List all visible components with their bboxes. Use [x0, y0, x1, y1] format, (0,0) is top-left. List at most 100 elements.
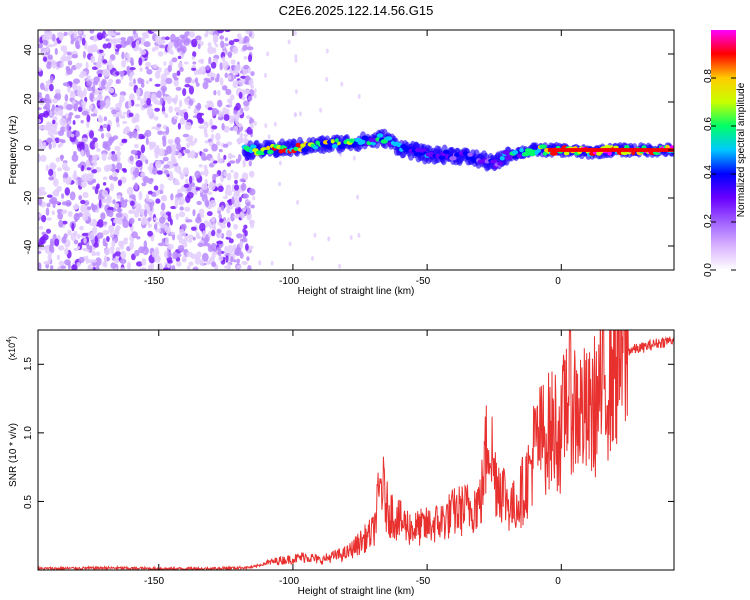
- noise-speckle: [109, 232, 114, 238]
- noise-speckle: [242, 159, 246, 168]
- noise-speckle: [170, 205, 177, 210]
- noise-speckle: [63, 233, 68, 240]
- noise-speckle: [118, 70, 125, 75]
- noise-speckle: [222, 195, 228, 200]
- noise-speckle: [93, 35, 98, 42]
- signal-blob: [295, 142, 301, 148]
- noise-speckle: [246, 201, 251, 207]
- noise-speckle: [117, 179, 122, 186]
- noise-speckle: [128, 217, 135, 225]
- noise-speckle: [155, 189, 160, 196]
- noise-speckle: [253, 88, 257, 94]
- noise-speckle: [212, 160, 218, 164]
- noise-speckle: [67, 229, 72, 236]
- noise-speckle: [221, 85, 228, 91]
- noise-speckle: [86, 80, 92, 87]
- noise-speckle: [73, 78, 80, 84]
- noise-speckle: [156, 90, 162, 99]
- noise-speckle: [92, 266, 96, 270]
- noise-speckle: [211, 143, 218, 152]
- noise-speckle: [101, 190, 109, 198]
- noise-speckle: [197, 242, 204, 248]
- noise-speckle: [188, 99, 194, 106]
- noise-speckle: [103, 116, 107, 122]
- noise-speckle: [124, 199, 128, 203]
- noise-speckle: [49, 162, 56, 171]
- noise-speckle: [108, 58, 112, 67]
- noise-speckle: [199, 222, 206, 232]
- noise-speckle: [134, 249, 140, 257]
- noise-speckle: [74, 138, 79, 145]
- noise-speckle: [86, 75, 91, 79]
- noise-speckle: [147, 217, 152, 222]
- noise-speckle: [223, 143, 229, 148]
- noise-speckle: [85, 159, 90, 167]
- noise-speckle: [154, 107, 161, 112]
- noise-speckle: [233, 125, 239, 132]
- noise-speckle: [64, 94, 69, 102]
- noise-speckle: [96, 183, 100, 190]
- colorbar-tick: 0.6: [703, 117, 714, 131]
- noise-speckle: [81, 110, 89, 116]
- noise-speckle: [95, 264, 100, 270]
- noise-speckle: [178, 99, 183, 108]
- noise-speckle: [226, 230, 232, 238]
- noise-speckle: [46, 217, 52, 221]
- noise-speckle: [133, 143, 139, 149]
- noise-speckle: [242, 89, 250, 95]
- noise-speckle: [164, 36, 170, 41]
- noise-speckle: [160, 202, 166, 211]
- noise-speckle: [235, 158, 240, 164]
- noise-speckle: [233, 74, 237, 80]
- noise-speckle: [176, 143, 181, 151]
- noise-speckle: [109, 183, 114, 192]
- noise-speckle: [115, 225, 121, 231]
- noise-speckle: [239, 240, 244, 249]
- snr-y-tick: 1.5: [23, 357, 34, 371]
- noise-speckle: [120, 240, 128, 245]
- noise-speckle: [48, 176, 55, 181]
- noise-speckle: [233, 38, 240, 43]
- noise-speckle: [73, 239, 79, 245]
- noise-speckle: [115, 79, 120, 84]
- noise-speckle: [60, 45, 68, 52]
- noise-speckle: [207, 42, 212, 48]
- noise-speckle: [159, 183, 165, 191]
- noise-speckle: [71, 54, 78, 59]
- noise-speckle: [203, 168, 209, 177]
- noise-speckle: [218, 255, 224, 262]
- noise-speckle: [177, 122, 181, 130]
- signal-blob: [539, 144, 547, 149]
- noise-speckle: [91, 84, 96, 92]
- snr-x-label: Height of straight line (km): [298, 586, 415, 597]
- noise-speckle: [247, 265, 252, 270]
- noise-speckle: [89, 130, 94, 139]
- noise-speckle: [162, 138, 167, 147]
- noise-speckle: [89, 30, 95, 34]
- signal-blob: [258, 150, 265, 156]
- noise-speckle: [340, 81, 344, 87]
- noise-speckle: [128, 81, 135, 87]
- noise-speckle: [132, 30, 136, 35]
- noise-speckle: [70, 133, 75, 138]
- noise-speckle: [210, 76, 215, 81]
- noise-speckle: [264, 123, 268, 129]
- signal-blob: [499, 156, 505, 161]
- noise-speckle: [156, 123, 162, 128]
- noise-speckle: [188, 85, 194, 95]
- noise-speckle: [233, 110, 238, 115]
- snr-multiplier: (x104): [6, 336, 17, 360]
- noise-speckle: [49, 265, 54, 270]
- noise-speckle: [101, 133, 105, 139]
- noise-speckle: [182, 241, 188, 248]
- noise-speckle: [217, 30, 224, 34]
- noise-speckle: [42, 141, 47, 150]
- noise-speckle: [82, 191, 89, 199]
- spectrogram-x-tick: -150: [144, 276, 164, 287]
- noise-speckle: [249, 221, 255, 229]
- noise-speckle: [175, 86, 182, 91]
- colorbar-tick: 0.8: [703, 69, 714, 83]
- noise-speckle: [169, 218, 173, 226]
- noise-speckle: [77, 176, 81, 186]
- noise-speckle: [158, 44, 166, 49]
